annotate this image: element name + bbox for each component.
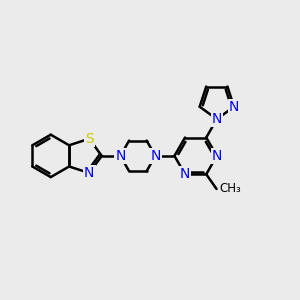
- Text: S: S: [85, 132, 94, 146]
- Text: N: N: [180, 167, 190, 181]
- Text: CH₃: CH₃: [219, 182, 241, 196]
- Text: N: N: [115, 149, 126, 163]
- Text: N: N: [212, 112, 222, 126]
- Text: N: N: [150, 149, 161, 163]
- Text: N: N: [229, 100, 239, 114]
- Text: N: N: [84, 166, 94, 180]
- Text: N: N: [212, 149, 222, 163]
